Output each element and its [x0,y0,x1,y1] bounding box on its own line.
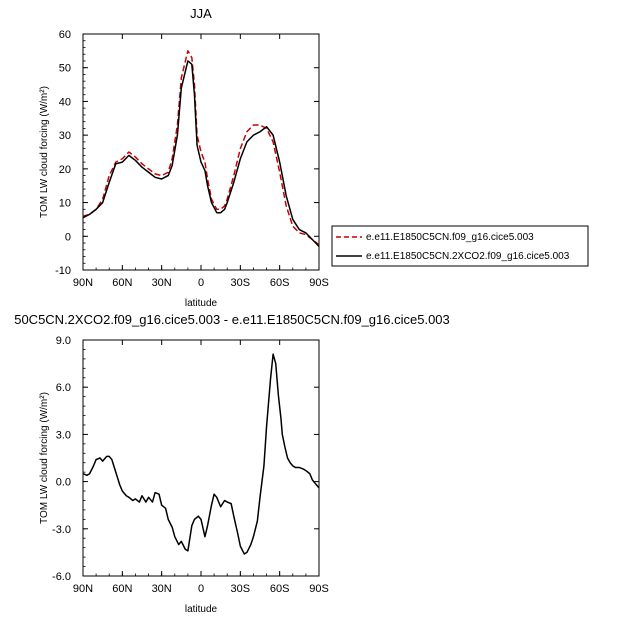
x-tick-label: 90S [309,277,329,289]
x-tick-label: 90S [309,583,329,595]
x-tick-label: 60S [270,583,290,595]
x-tick-label: 60N [112,583,132,595]
y-tick-label: 30 [59,130,71,142]
y-tick-label: 3.0 [56,429,71,441]
x-axis-title: latitude [185,604,218,615]
x-tick-label: 90N [73,583,93,595]
plot-frame [82,33,320,271]
y-tick-label: -10 [55,265,71,277]
y-tick-label: 10 [59,198,71,210]
y-axis-title: TOM LW cloud forcing (W/m²) [39,392,50,524]
series-line-0 [82,50,320,246]
x-tick-label: 0 [198,583,204,595]
y-tick-label: 60 [59,29,71,41]
chart-difference: 50C5CN.2XCO2.f09_g16.cice5.003 - e.e11.E… [14,312,450,615]
y-tick-label: 0.0 [56,477,71,489]
x-tick-label: 60N [112,277,132,289]
legend: e.e11.E1850C5CN.f09_g16.cice5.003 e.e11.… [331,225,589,267]
y-tick-label: 50 [59,63,71,75]
plot-area: 90N 60N 30N 0 30S 60S 90S -10 0 10 20 30 40 50 60 [55,29,329,289]
legend-label-control: e.e11.E1850C5CN.f09_g16.cice5.003 [366,232,534,243]
chart-jja: JJA 90N 60N 30N 0 30S 60S 90S-100102030405060 … [39,6,589,309]
y-tick-label: 9.0 [56,335,71,347]
y-tick-label: -6.0 [52,571,71,583]
plot-frame [82,339,320,577]
x-tick-label: 30N [152,277,172,289]
x-tick-label: 60S [270,277,290,289]
legend-label-2xco2: e.e11.E1850C5CN.2XCO2.f09_g16.cice5.003 [366,251,570,262]
series-line-0 [82,353,320,555]
chart-title: 50C5CN.2XCO2.f09_g16.cice5.003 - e.e11.E… [14,312,450,327]
y-tick-label: 6.0 [56,382,71,394]
series-line-1 [82,60,320,247]
y-tick-label: -3.0 [52,524,71,536]
x-tick-label: 30N [152,583,172,595]
x-axis-title: latitude [185,298,218,309]
x-tick-label: 0 [198,277,204,289]
chart-title: JJA [190,6,212,21]
x-tick-label: 90N [73,277,93,289]
x-tick-label: 30S [231,583,251,595]
y-tick-label: 20 [59,164,71,176]
y-tick-label: 0 [65,231,71,243]
plot-area: 90N 60N 30N 0 30S 60S 90S -6.0 -3.0 0.0 3.0 6.0 9.0 [52,335,329,595]
x-tick-label: 30S [231,277,251,289]
legend-box [331,225,589,267]
y-axis-title: TOM LW cloud forcing (W/m²) [39,86,50,218]
y-tick-label: 40 [59,96,71,108]
